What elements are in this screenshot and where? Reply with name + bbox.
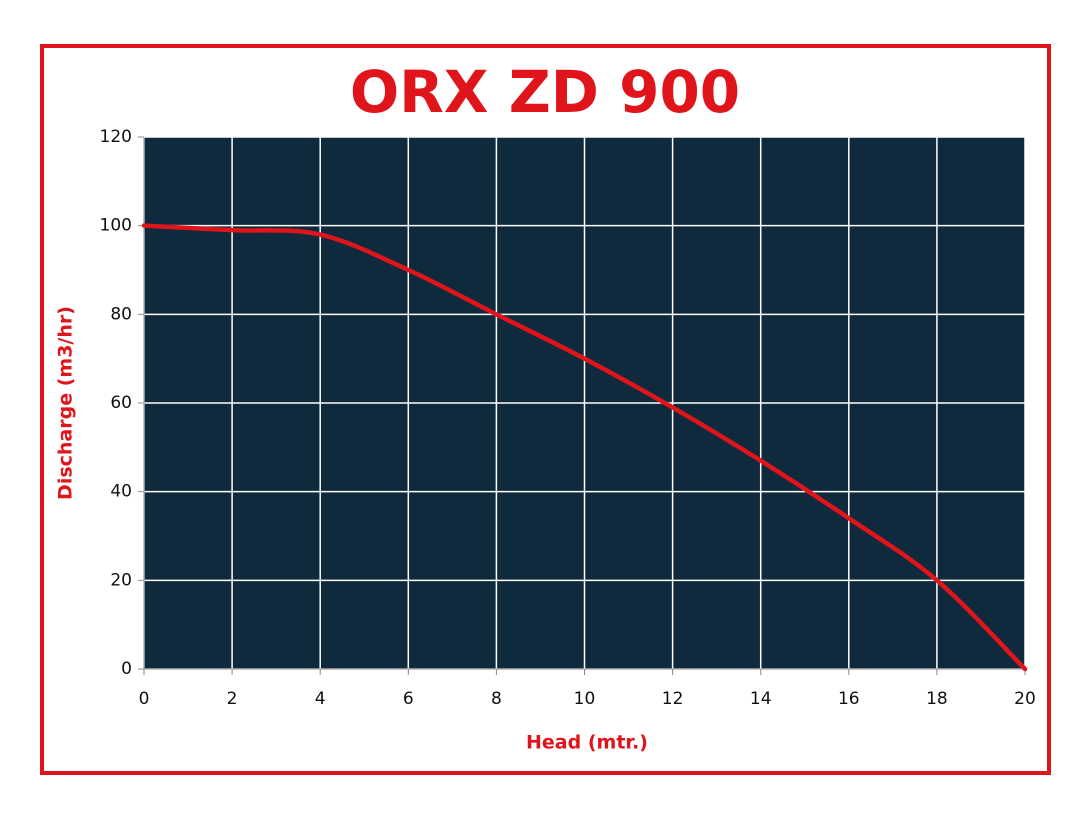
y-tick-label: 0 (121, 659, 132, 679)
y-tick-label: 60 (110, 393, 132, 413)
y-tick-label: 20 (110, 570, 132, 590)
chart-title: ORX ZD 900 (350, 58, 740, 126)
y-tick-label: 120 (100, 127, 132, 147)
y-axis-label: Discharge (m3/hr) (55, 306, 77, 500)
x-axis-label: Head (mtr.) (526, 732, 648, 754)
y-tick-label: 80 (110, 304, 132, 324)
x-tick-label: 14 (750, 689, 772, 709)
x-tick-label: 12 (662, 689, 684, 709)
data-line (141, 223, 1028, 672)
x-tick-label: 2 (227, 689, 238, 709)
x-tick-label: 8 (491, 689, 502, 709)
x-tick-label: 6 (403, 689, 414, 709)
x-tick-label: 18 (926, 689, 948, 709)
y-tick-label: 40 (110, 482, 132, 502)
x-tick-label: 20 (1014, 689, 1036, 709)
x-tick-label: 16 (838, 689, 860, 709)
x-tick-label: 0 (139, 689, 150, 709)
x-tick-label: 10 (574, 689, 596, 709)
y-tick-label: 100 (100, 216, 132, 236)
x-tick-label: 4 (315, 689, 326, 709)
